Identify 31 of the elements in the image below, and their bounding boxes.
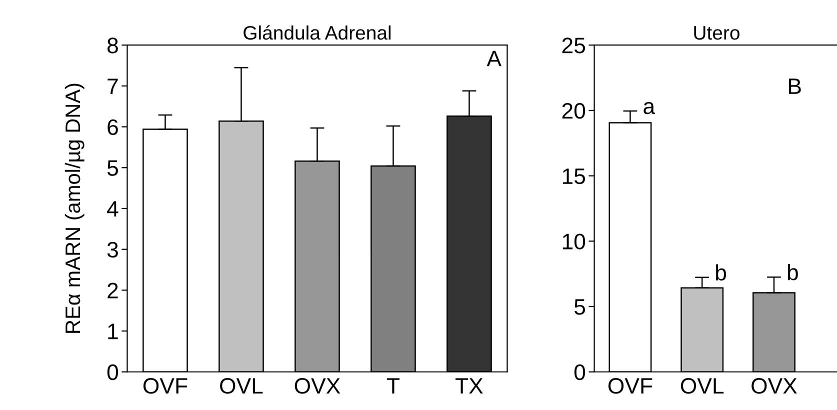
chart-title: Glándula Adrenal xyxy=(244,25,391,40)
annotation: b xyxy=(788,264,798,280)
annotation: b xyxy=(716,264,726,281)
y-tick-label: 25 xyxy=(562,38,586,54)
x-tick-label: OVF xyxy=(608,378,652,394)
y-tick-label: 0 xyxy=(107,364,118,380)
y-tick-label: 5 xyxy=(574,299,586,315)
x-tick-label: TX xyxy=(456,378,483,394)
y-axis-title: REα mARN (amol/µg DNA) xyxy=(64,84,84,333)
y-tick-label: 2 xyxy=(108,282,118,298)
annotation: A xyxy=(486,50,502,66)
y-tick-label: 6 xyxy=(108,119,118,136)
chart-title: Utero xyxy=(694,26,740,40)
y-tick-label: 10 xyxy=(562,234,586,250)
annotation: B xyxy=(789,78,801,94)
y-tick-label: 3 xyxy=(107,242,118,258)
x-tick-label: OVX xyxy=(752,378,797,394)
x-tick-label: OVF xyxy=(143,378,188,394)
x-tick-label: OVL xyxy=(220,378,263,394)
y-tick-label: 15 xyxy=(562,168,586,184)
y-tick-label: 5 xyxy=(107,160,118,176)
y-tick-label: 7 xyxy=(108,78,118,94)
y-tick-label: 4 xyxy=(107,201,118,217)
y-tick-label: 8 xyxy=(108,38,118,54)
x-tick-label: OVX xyxy=(294,378,340,394)
x-tick-label: OVL xyxy=(680,378,724,394)
y-tick-label: 20 xyxy=(562,102,586,119)
x-tick-label: T xyxy=(386,378,400,394)
y-tick-label: 0 xyxy=(574,364,586,380)
y-tick-label: 1 xyxy=(108,324,118,340)
annotation: a xyxy=(644,102,656,114)
